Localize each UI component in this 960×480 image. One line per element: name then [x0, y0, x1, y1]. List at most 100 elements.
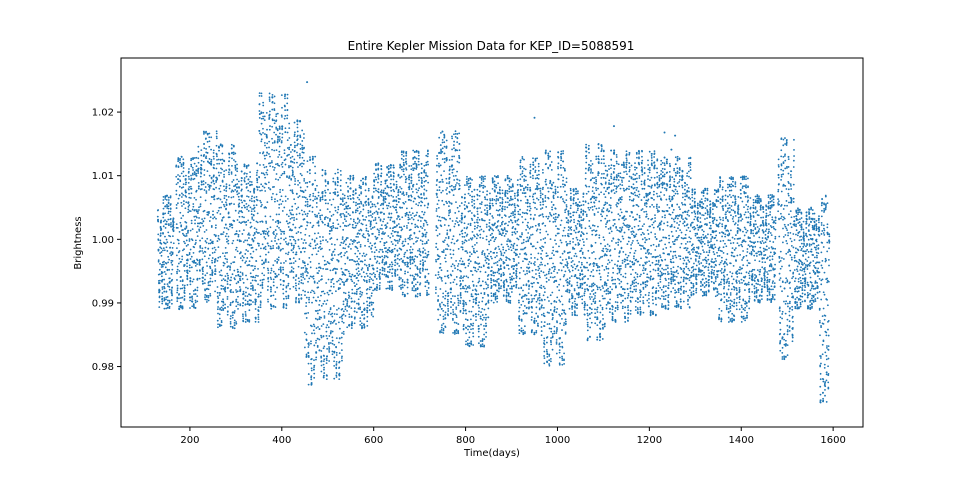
data-point	[261, 278, 264, 281]
data-point	[438, 165, 441, 168]
data-point	[385, 287, 388, 290]
data-point	[265, 230, 267, 233]
data-point	[317, 224, 320, 227]
data-point	[473, 221, 476, 224]
data-point	[319, 198, 322, 201]
data-point	[208, 174, 211, 177]
data-point	[313, 332, 316, 335]
data-point	[483, 209, 486, 211]
data-point	[297, 245, 300, 248]
data-point	[203, 131, 205, 134]
data-point	[418, 248, 421, 250]
data-point	[371, 264, 374, 267]
data-point	[285, 295, 287, 298]
data-point	[294, 287, 297, 290]
data-point	[256, 199, 259, 202]
data-point	[436, 196, 439, 199]
data-point	[391, 272, 393, 275]
data-point	[213, 233, 216, 236]
data-point	[274, 200, 276, 203]
data-point	[347, 212, 350, 215]
data-point	[181, 284, 184, 286]
data-point	[307, 346, 310, 348]
data-point	[418, 230, 421, 233]
data-point	[454, 185, 457, 188]
data-point	[183, 284, 186, 287]
data-point	[204, 274, 207, 277]
data-point	[338, 341, 340, 344]
data-point	[346, 207, 349, 210]
data-point	[184, 178, 187, 180]
data-point	[232, 190, 235, 193]
data-point	[306, 185, 309, 188]
data-point	[271, 119, 274, 122]
data-point	[368, 219, 370, 222]
data-point	[203, 133, 205, 135]
data-point	[291, 173, 294, 176]
data-point	[401, 168, 403, 171]
data-point	[390, 216, 393, 219]
data-point	[398, 235, 400, 237]
data-point	[349, 214, 351, 217]
data-point	[161, 297, 164, 300]
data-point	[471, 204, 474, 207]
data-point	[341, 200, 344, 203]
data-point	[223, 226, 226, 229]
data-point	[344, 297, 347, 300]
data-point	[217, 197, 220, 200]
data-point	[313, 239, 316, 242]
data-point	[276, 200, 279, 202]
data-point	[220, 167, 222, 170]
data-point	[414, 264, 417, 267]
data-point	[356, 218, 359, 220]
data-point	[315, 253, 318, 256]
data-point	[446, 302, 449, 305]
data-point	[248, 320, 251, 323]
data-point	[324, 180, 327, 183]
data-point	[315, 310, 318, 312]
data-point	[354, 285, 356, 288]
data-point	[274, 298, 277, 301]
data-point	[195, 165, 198, 168]
data-point	[392, 189, 395, 191]
data-point	[187, 170, 190, 173]
data-point	[216, 159, 218, 161]
data-point	[177, 242, 180, 245]
data-point	[234, 183, 237, 186]
data-point	[367, 209, 370, 212]
data-point	[325, 330, 328, 333]
data-point	[409, 263, 412, 265]
data-point	[353, 282, 356, 284]
data-point	[274, 291, 277, 293]
data-point	[177, 178, 180, 181]
data-point	[249, 190, 252, 193]
data-point	[471, 324, 474, 327]
data-point	[359, 200, 362, 203]
data-point	[219, 308, 221, 311]
data-point	[448, 176, 451, 179]
data-point	[266, 128, 268, 131]
data-point	[380, 168, 383, 171]
data-point	[355, 268, 358, 271]
data-point	[326, 261, 329, 263]
data-point	[370, 228, 372, 230]
data-point	[306, 160, 309, 163]
data-point	[281, 189, 284, 191]
data-point	[235, 230, 238, 233]
data-point	[274, 178, 277, 181]
data-point	[458, 161, 461, 164]
data-point	[369, 242, 372, 245]
data-point	[257, 316, 260, 318]
data-point	[298, 294, 300, 297]
data-point	[273, 102, 276, 105]
data-point	[358, 194, 361, 197]
data-point	[235, 248, 237, 251]
data-point	[467, 276, 470, 279]
data-point	[236, 170, 239, 173]
data-point	[194, 241, 197, 244]
data-point	[336, 308, 338, 311]
data-point	[162, 213, 165, 216]
data-point	[411, 212, 414, 215]
data-point	[304, 213, 307, 216]
data-point	[268, 128, 271, 131]
